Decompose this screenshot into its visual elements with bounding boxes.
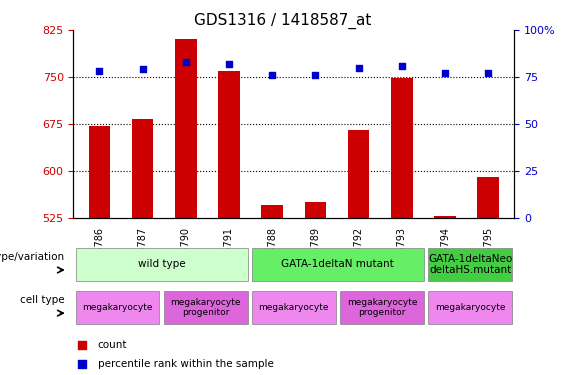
- Point: [354, 64, 363, 70]
- Text: megakaryocyte: megakaryocyte: [82, 303, 153, 312]
- FancyBboxPatch shape: [76, 291, 159, 324]
- FancyBboxPatch shape: [164, 291, 247, 324]
- Text: genotype/variation: genotype/variation: [0, 252, 64, 262]
- Text: megakaryocyte
progenitor: megakaryocyte progenitor: [347, 298, 417, 317]
- Text: GATA-1deltaNeo
deltaHS.mutant: GATA-1deltaNeo deltaHS.mutant: [428, 254, 512, 275]
- Point: [397, 63, 406, 69]
- FancyBboxPatch shape: [252, 248, 424, 281]
- Text: megakaryocyte: megakaryocyte: [259, 303, 329, 312]
- FancyBboxPatch shape: [252, 291, 336, 324]
- FancyBboxPatch shape: [428, 248, 512, 281]
- Bar: [434, 216, 456, 217]
- Point: [311, 72, 320, 78]
- Point: [138, 66, 147, 72]
- Text: megakaryocyte
progenitor: megakaryocyte progenitor: [171, 298, 241, 317]
- Bar: [262, 205, 283, 218]
- Text: cell type: cell type: [20, 295, 64, 305]
- Bar: [391, 78, 412, 218]
- Point: [370, 281, 379, 287]
- Point: [441, 70, 450, 76]
- Text: megakaryocyte: megakaryocyte: [435, 303, 505, 312]
- Text: percentile rank within the sample: percentile rank within the sample: [98, 359, 273, 369]
- Bar: [175, 39, 197, 218]
- Text: GDS1316 / 1418587_at: GDS1316 / 1418587_at: [194, 13, 371, 29]
- FancyBboxPatch shape: [340, 291, 424, 324]
- Bar: [348, 130, 370, 218]
- Text: GATA-1deltaN mutant: GATA-1deltaN mutant: [281, 260, 394, 269]
- Point: [95, 68, 104, 74]
- Bar: [218, 70, 240, 217]
- Bar: [89, 126, 110, 218]
- Text: count: count: [98, 340, 127, 350]
- Text: wild type: wild type: [138, 260, 185, 269]
- Point: [268, 72, 277, 78]
- FancyBboxPatch shape: [76, 248, 247, 281]
- Point: [484, 70, 493, 76]
- FancyBboxPatch shape: [428, 291, 512, 324]
- Bar: [132, 119, 153, 218]
- Point: [181, 59, 190, 65]
- Bar: [477, 177, 499, 218]
- Point: [370, 111, 379, 117]
- Bar: [305, 202, 326, 217]
- Point: [224, 61, 233, 67]
